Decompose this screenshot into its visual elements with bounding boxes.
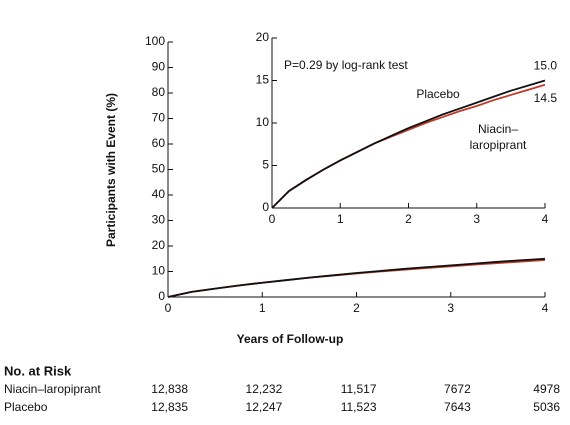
y-tick-label: 50 <box>152 162 166 176</box>
line <box>167 259 546 298</box>
risk-value: 7643 <box>444 400 471 414</box>
risk-value: 12,835 <box>151 400 188 414</box>
inset-y-tick-label: 0 <box>262 200 269 214</box>
y-tick-label: 100 <box>145 34 165 48</box>
inset-line <box>271 79 546 209</box>
risk-title: No. at Risk <box>4 363 72 378</box>
inset-y-tick-label: 15 <box>256 73 270 87</box>
inset-y-tick-label: 20 <box>256 30 270 44</box>
end-label: 14.5 <box>534 91 558 105</box>
x-axis-label: Years of Follow-up <box>237 332 344 346</box>
risk-value: 12,838 <box>151 382 188 396</box>
x-tick-label: 4 <box>542 301 549 315</box>
series-label-part: laropiprant <box>470 138 527 152</box>
y-tick-label: 0 <box>158 289 165 303</box>
risk-value: 11,517 <box>341 382 377 396</box>
risk-value: 11,523 <box>341 400 377 414</box>
x-tick-label: 2 <box>353 301 360 315</box>
line <box>167 257 546 298</box>
y-tick-label: 80 <box>152 85 166 99</box>
inset-x-tick-label: 2 <box>405 212 412 226</box>
risk-row-label: Placebo <box>4 400 48 414</box>
risk-value: 12,247 <box>246 400 283 414</box>
risk-value: 4978 <box>533 382 560 396</box>
inset-y-tick-label: 5 <box>262 158 269 172</box>
series-label: Placebo <box>416 87 460 101</box>
annotation: P=0.29 by log-rank test <box>284 58 408 72</box>
risk-value: 5036 <box>533 400 560 414</box>
series-label: Niacin– laropiprant <box>470 122 527 152</box>
risk-row-label: Niacin–laropiprant <box>4 382 101 396</box>
inset-x-tick-label: 0 <box>269 212 276 226</box>
y-tick-label: 90 <box>152 60 166 74</box>
y-axis-label: Participants with Event (%) <box>104 93 118 247</box>
y-tick-label: 30 <box>152 213 166 227</box>
y-tick-label: 10 <box>152 264 166 278</box>
risk-value: 7672 <box>444 382 471 396</box>
inset-y-tick-label: 10 <box>256 115 270 129</box>
x-tick-label: 1 <box>259 301 266 315</box>
x-tick-label: 0 <box>165 301 172 315</box>
y-tick-label: 60 <box>152 136 166 150</box>
end-label: 15.0 <box>534 59 558 73</box>
y-tick-label: 40 <box>152 187 166 201</box>
inset-x-tick-label: 3 <box>473 212 480 226</box>
risk-value: 12,232 <box>246 382 283 396</box>
y-tick-label: 70 <box>152 111 166 125</box>
inset-x-tick-label: 4 <box>542 212 549 226</box>
inset-x-tick-label: 1 <box>337 212 344 226</box>
y-tick-label: 20 <box>152 238 166 252</box>
x-tick-label: 3 <box>447 301 454 315</box>
series-label-part: Niacin– <box>478 122 518 136</box>
